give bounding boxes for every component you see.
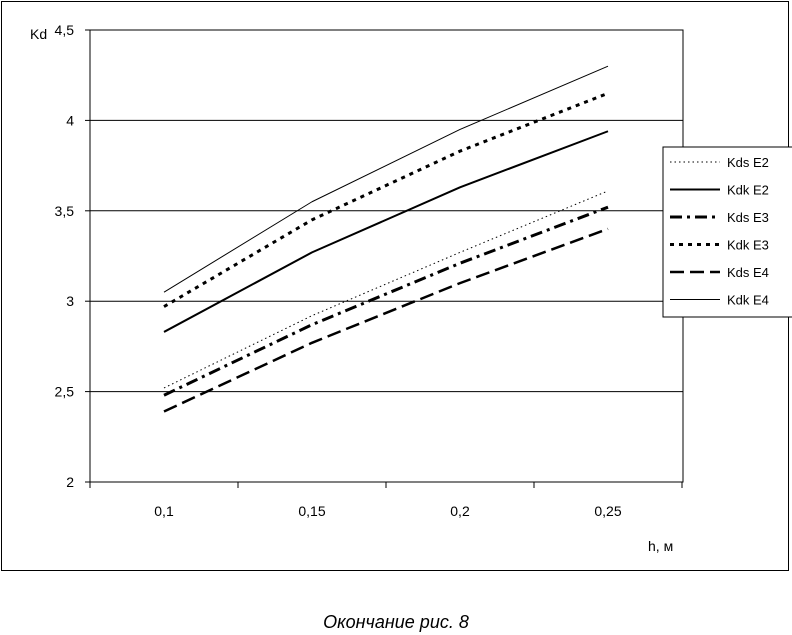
series-line-4 [163, 227, 609, 413]
line-chart: 2 2,5 3 3,5 4 4,5 0,1 0,15 0,2 0,25 Kd h, м Kds E… [30, 22, 792, 554]
series-lines [163, 65, 609, 413]
y-axis-title: Kd [30, 26, 47, 42]
x-tick-label: 0,25 [594, 503, 621, 519]
y-tick-label: 4,5 [55, 22, 75, 38]
series-line-1 [163, 130, 609, 333]
y-tick-label: 3,5 [55, 203, 75, 219]
legend: Kds E2 Kdk E2 Kds E3 Kdk E3 Kds E4 Kdk E4 [662, 146, 792, 318]
legend-label-1: Kdk E2 [727, 183, 769, 198]
legend-label-5: Kdk E4 [727, 293, 769, 308]
series-line-3 [163, 91, 609, 308]
y-tick-label: 4 [66, 112, 74, 128]
legend-box [662, 146, 792, 318]
y-tick-label: 3 [66, 293, 74, 309]
figure-caption: Окончание рис. 8 [323, 612, 469, 632]
legend-label-3: Kdk E3 [727, 238, 769, 253]
y-tick-label: 2 [66, 474, 74, 490]
series-line-0 [163, 190, 609, 389]
series-line-5 [163, 65, 609, 293]
legend-label-0: Kds E2 [727, 155, 769, 170]
tick-labels: 2 2,5 3 3,5 4 4,5 0,1 0,15 0,2 0,25 [55, 22, 622, 519]
y-tick-label: 2,5 [55, 384, 75, 400]
x-tick-label: 0,2 [450, 503, 470, 519]
legend-label-4: Kds E4 [727, 265, 769, 280]
x-tick-label: 0,1 [154, 503, 174, 519]
x-tick-label: 0,15 [298, 503, 325, 519]
x-axis-title: h, м [648, 538, 673, 554]
series-line-2 [163, 205, 609, 397]
legend-label-2: Kds E3 [727, 210, 769, 225]
